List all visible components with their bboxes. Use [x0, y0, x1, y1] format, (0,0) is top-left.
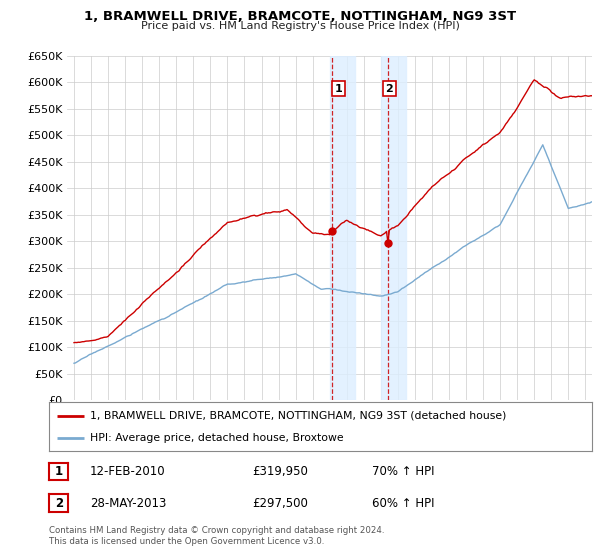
Text: 1, BRAMWELL DRIVE, BRAMCOTE, NOTTINGHAM, NG9 3ST (detached house): 1, BRAMWELL DRIVE, BRAMCOTE, NOTTINGHAM,… [90, 411, 506, 421]
Text: Price paid vs. HM Land Registry's House Price Index (HPI): Price paid vs. HM Land Registry's House … [140, 21, 460, 31]
Text: £297,500: £297,500 [252, 497, 308, 510]
Text: 1: 1 [55, 465, 63, 478]
Text: 1: 1 [334, 83, 342, 94]
Bar [381, 56, 406, 400]
Text: 28-MAY-2013: 28-MAY-2013 [90, 497, 166, 510]
Text: 2: 2 [385, 83, 393, 94]
Text: 2: 2 [55, 497, 63, 510]
Text: £319,950: £319,950 [252, 465, 308, 478]
Text: 1, BRAMWELL DRIVE, BRAMCOTE, NOTTINGHAM, NG9 3ST: 1, BRAMWELL DRIVE, BRAMCOTE, NOTTINGHAM,… [84, 10, 516, 22]
Text: HPI: Average price, detached house, Broxtowe: HPI: Average price, detached house, Brox… [90, 432, 344, 442]
Text: 60% ↑ HPI: 60% ↑ HPI [372, 497, 434, 510]
Text: 70% ↑ HPI: 70% ↑ HPI [372, 465, 434, 478]
Text: Contains HM Land Registry data © Crown copyright and database right 2024.
This d: Contains HM Land Registry data © Crown c… [49, 526, 385, 546]
Bar [329, 56, 355, 400]
Text: 12-FEB-2010: 12-FEB-2010 [90, 465, 166, 478]
